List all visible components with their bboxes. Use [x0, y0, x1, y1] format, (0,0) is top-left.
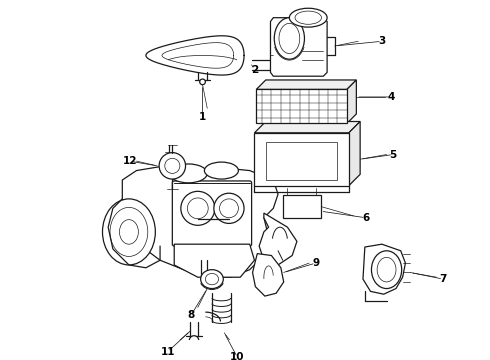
Polygon shape [349, 121, 360, 186]
Ellipse shape [204, 162, 239, 179]
Text: 5: 5 [390, 149, 397, 159]
Polygon shape [256, 80, 356, 89]
Polygon shape [347, 80, 356, 123]
Text: 12: 12 [122, 156, 137, 166]
Text: 7: 7 [440, 274, 447, 284]
Ellipse shape [189, 336, 199, 345]
Text: 2: 2 [251, 64, 258, 75]
Ellipse shape [290, 8, 327, 27]
Text: 10: 10 [230, 352, 245, 360]
Text: 11: 11 [160, 347, 175, 357]
Polygon shape [259, 213, 297, 265]
Polygon shape [254, 121, 360, 133]
FancyBboxPatch shape [254, 133, 349, 186]
Text: 3: 3 [378, 36, 386, 46]
FancyBboxPatch shape [256, 89, 347, 123]
Text: 9: 9 [312, 258, 319, 268]
Ellipse shape [170, 164, 207, 183]
Polygon shape [270, 18, 327, 76]
Ellipse shape [200, 270, 223, 288]
Ellipse shape [181, 191, 215, 225]
Ellipse shape [274, 18, 304, 59]
Polygon shape [174, 244, 254, 277]
Ellipse shape [200, 79, 205, 85]
Ellipse shape [214, 193, 244, 224]
Text: 8: 8 [188, 310, 195, 320]
FancyBboxPatch shape [172, 181, 251, 246]
Polygon shape [363, 244, 405, 294]
Polygon shape [252, 254, 284, 296]
Text: 6: 6 [362, 213, 369, 223]
Text: 1: 1 [199, 112, 206, 122]
FancyBboxPatch shape [283, 195, 320, 218]
Polygon shape [122, 166, 278, 277]
Text: 4: 4 [388, 92, 395, 102]
Ellipse shape [159, 153, 186, 179]
Ellipse shape [371, 251, 402, 288]
Ellipse shape [102, 199, 155, 265]
